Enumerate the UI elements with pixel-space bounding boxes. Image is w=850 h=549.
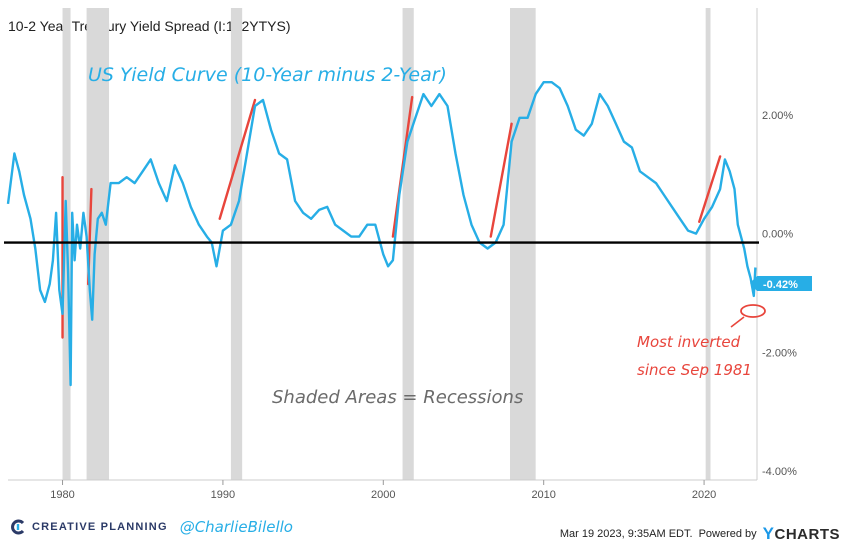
- y-axis-ticks: 2.00% 0.00% -2.00% -4.00%: [762, 110, 797, 478]
- shaded-areas-annotation: Shaded Areas = Recessions: [272, 387, 523, 408]
- current-value-label: -0.42%: [763, 279, 798, 291]
- inverted-annotation-line1: Most inverted: [637, 333, 741, 351]
- red-trend-markers: [61, 95, 722, 339]
- recession-band: [705, 8, 711, 480]
- series-line: [6, 81, 757, 387]
- inverted-circle-marker: [740, 304, 766, 318]
- current-value-badge: -0.42%: [750, 276, 812, 291]
- x-tick-label: 1980: [50, 489, 74, 501]
- y-tick-label: 2.00%: [762, 110, 793, 122]
- red-trend-marker: [218, 98, 257, 220]
- chart-header-title: 10-2 Year Treasury Yield Spread (I:102YT…: [8, 18, 291, 34]
- timestamp: Mar 19 2023, 9:35AM EDT.: [559, 528, 693, 540]
- ycharts-logo-y: Y: [762, 524, 775, 543]
- recession-band: [86, 8, 110, 480]
- author-handle: @CharlieBilello: [179, 518, 293, 536]
- ycharts-logo-rest: CHARTS: [774, 526, 840, 543]
- footer-branding: CREATIVE PLANNING @CharlieBilello: [10, 516, 293, 538]
- y-tick-label: 0.00%: [762, 229, 793, 241]
- x-tick-label: 2000: [371, 489, 395, 501]
- red-trend-marker: [489, 122, 513, 238]
- y-tick-label: -4.00%: [762, 466, 797, 478]
- inverted-pointer-line: [730, 316, 745, 328]
- x-tick-label: 1990: [211, 489, 235, 501]
- recession-band: [230, 8, 243, 480]
- recession-band: [510, 8, 536, 480]
- x-axis-ticks: 1980 1990 2000 2010 2020: [50, 480, 716, 501]
- chart-inner-title: US Yield Curve (10-Year minus 2-Year): [88, 64, 447, 86]
- x-tick-label: 2010: [531, 489, 555, 501]
- plot-frame: [8, 8, 758, 481]
- footer-source: Mar 19 2023, 9:35AM EDT. Powered by YCHA…: [560, 524, 840, 544]
- recession-band: [402, 8, 414, 480]
- creative-planning-logo-icon: [11, 519, 25, 535]
- brand-name: CREATIVE PLANNING: [32, 521, 168, 533]
- x-tick-label: 2020: [692, 489, 716, 501]
- inverted-annotation-line2: since Sep 1981: [637, 361, 752, 379]
- red-trend-marker: [698, 155, 722, 223]
- y-tick-label: -2.00%: [762, 347, 797, 359]
- powered-by-label: Powered by: [698, 528, 757, 540]
- ycharts-logo: YCHARTS: [763, 524, 840, 544]
